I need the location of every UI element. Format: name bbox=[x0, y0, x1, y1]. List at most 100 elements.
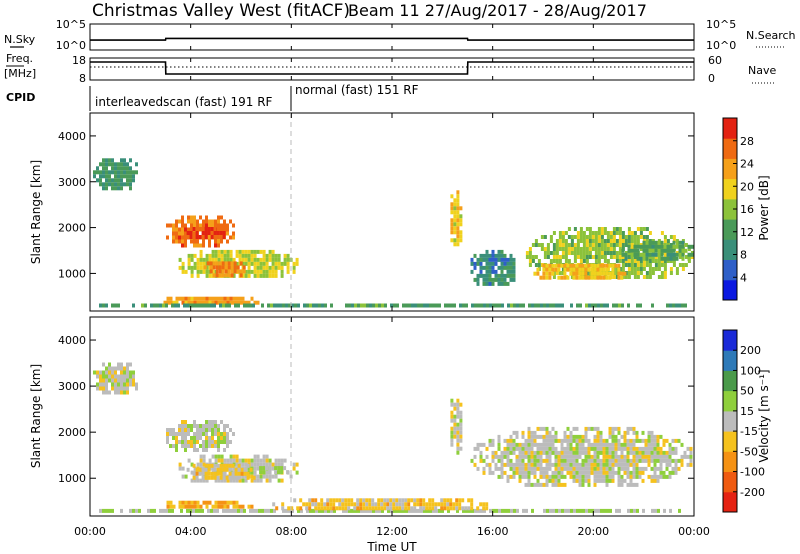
scatter-cell-r7 bbox=[422, 502, 426, 507]
scatter-cell-r10 bbox=[620, 275, 624, 280]
scatter-cell-r7 bbox=[296, 506, 300, 511]
scatter-cell-r9 bbox=[542, 470, 546, 475]
time-axis-label: Time UT bbox=[366, 540, 417, 554]
scatter-cell-r3 bbox=[283, 253, 287, 258]
scatter-cell-r10 bbox=[593, 271, 597, 276]
scatter-cell-r9 bbox=[657, 259, 661, 263]
scatter-cell-r6 bbox=[366, 508, 369, 513]
scatter-cell-r9 bbox=[603, 239, 607, 243]
scatter-cell-r3 bbox=[232, 257, 236, 262]
scatter-cell-r9 bbox=[524, 442, 528, 447]
scatter-cell-r0 bbox=[120, 370, 123, 375]
power-colorbar-swatch bbox=[723, 138, 737, 159]
scatter-cell-r9 bbox=[552, 251, 556, 255]
scatter-cell-r3 bbox=[271, 269, 275, 274]
scatter-cell-r9 bbox=[515, 442, 519, 447]
scatter-cell-r6 bbox=[384, 303, 387, 308]
scatter-cell-r6 bbox=[516, 508, 519, 513]
power-range-axis-label: Slant Range [km] bbox=[29, 160, 43, 264]
scatter-cell-r1 bbox=[196, 436, 199, 440]
scatter-cell-r9 bbox=[566, 446, 570, 451]
scatter-cell-r6 bbox=[171, 303, 174, 308]
scatter-cell-r4 bbox=[212, 265, 216, 270]
scatter-cell-r3 bbox=[196, 265, 200, 270]
scatter-cell-r8 bbox=[450, 398, 454, 403]
scatter-cell-r7 bbox=[332, 502, 336, 507]
scatter-cell-r10 bbox=[551, 263, 555, 268]
scatter-cell-r9 bbox=[521, 470, 525, 475]
scatter-cell-r6 bbox=[588, 303, 591, 308]
scatter-cell-r9 bbox=[611, 470, 615, 475]
scatter-cell-r9 bbox=[554, 462, 558, 467]
scatter-cell-r7 bbox=[453, 230, 457, 235]
scatter-cell-r0 bbox=[105, 390, 108, 395]
scatter-cell-r3 bbox=[229, 249, 233, 254]
scatter-cell-r9 bbox=[620, 478, 624, 483]
scatter-cell-r9 bbox=[612, 255, 616, 259]
scatter-cell-r2 bbox=[189, 231, 193, 235]
scatter-cell-r9 bbox=[548, 458, 552, 463]
scatter-cell-r9 bbox=[644, 438, 648, 443]
scatter-cell-r6 bbox=[480, 303, 483, 308]
scatter-cell-r6 bbox=[597, 303, 600, 308]
scatter-cell-r6 bbox=[324, 303, 327, 308]
scatter-cell-r9 bbox=[590, 466, 594, 471]
scatter-cell-r8 bbox=[479, 253, 483, 258]
scatter-cell-r6 bbox=[546, 508, 549, 513]
scatter-cell-r9 bbox=[573, 235, 577, 239]
scatter-cell-r9 bbox=[653, 470, 657, 475]
scatter-cell-r11 bbox=[642, 244, 646, 249]
scatter-cell-r3 bbox=[256, 261, 260, 266]
scatter-cell-r10 bbox=[599, 275, 603, 280]
scatter-cell-r9 bbox=[641, 478, 645, 483]
scatter-cell-r8 bbox=[488, 261, 492, 266]
scatter-cell-r9 bbox=[582, 239, 586, 243]
scatter-cell-r3 bbox=[199, 249, 203, 254]
scatter-cell-r7 bbox=[476, 506, 480, 511]
scatter-cell-r6 bbox=[576, 508, 579, 513]
scatter-cell-r6 bbox=[501, 508, 504, 513]
scatter-cell-r1 bbox=[184, 444, 187, 448]
scatter-cell-r10 bbox=[548, 271, 552, 276]
scatter-cell-r9 bbox=[545, 450, 549, 455]
scatter-cell-r5 bbox=[190, 504, 194, 509]
scatter-cell-r9 bbox=[632, 474, 636, 479]
scatter-cell-r3 bbox=[217, 253, 221, 258]
scatter-cell-r9 bbox=[633, 235, 637, 239]
scatter-cell-r8 bbox=[456, 422, 460, 427]
scatter-cell-r9 bbox=[588, 255, 592, 259]
scatter-cell-r11 bbox=[645, 248, 649, 253]
scatter-cell-r7 bbox=[459, 206, 463, 211]
scatter-cell-r8 bbox=[509, 269, 513, 274]
scatter-cell-r9 bbox=[482, 458, 486, 463]
scatter-cell-r7 bbox=[347, 506, 351, 511]
scatter-cell-r0 bbox=[126, 370, 129, 375]
scatter-cell-r3 bbox=[274, 273, 278, 278]
scatter-cell-r9 bbox=[585, 239, 589, 243]
scatter-cell-r9 bbox=[536, 482, 540, 487]
scatter-cell-r9 bbox=[674, 458, 678, 463]
scatter-cell-r11 bbox=[690, 244, 694, 249]
scatter-cell-r9 bbox=[485, 462, 489, 467]
scatter-cell-r9 bbox=[585, 243, 589, 247]
scatter-cell-r8 bbox=[506, 273, 510, 278]
scatter-cell-r6 bbox=[99, 303, 102, 308]
scatter-cell-r6 bbox=[483, 303, 486, 308]
scatter-cell-r3 bbox=[280, 261, 284, 266]
scatter-cell-r3 bbox=[190, 265, 194, 270]
scatter-cell-r9 bbox=[506, 446, 510, 451]
scatter-cell-r9 bbox=[617, 458, 621, 463]
scatter-cell-r9 bbox=[659, 454, 663, 459]
scatter-cell-r9 bbox=[647, 446, 651, 451]
scatter-cell-r4 bbox=[218, 269, 222, 274]
scatter-cell-r4 bbox=[221, 273, 225, 278]
scatter-cell-r9 bbox=[644, 446, 648, 451]
scatter-cell-r9 bbox=[653, 454, 657, 459]
scatter-cell-r5 bbox=[187, 500, 191, 505]
scatter-cell-r6 bbox=[213, 508, 216, 513]
scatter-cell-r9 bbox=[512, 430, 516, 435]
scatter-cell-r7 bbox=[416, 502, 420, 507]
scatter-cell-r3 bbox=[247, 257, 251, 262]
scatter-cell-r6 bbox=[330, 303, 333, 308]
scatter-cell-r0 bbox=[117, 178, 120, 183]
